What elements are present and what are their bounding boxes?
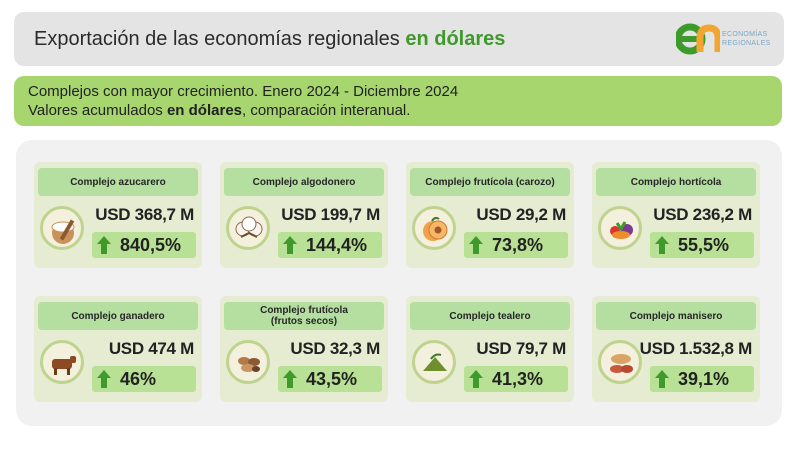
export-value: USD 79,7 M <box>476 339 566 358</box>
growth-box: 39,1% <box>650 366 754 392</box>
export-value: USD 368,7 M <box>95 205 194 224</box>
page-title: Exportación de las economías regionales … <box>34 28 505 51</box>
up-arrow-icon <box>655 370 669 388</box>
cards-panel: Complejo azucarero USD 368,7 M 840,5% Compl… <box>16 140 782 426</box>
complex-name: Complejo frutícola (frutos secos) <box>224 302 384 330</box>
growth-box: 73,8% <box>464 232 568 258</box>
growth-box: 144,4% <box>278 232 382 258</box>
cotton-icon <box>226 206 270 250</box>
export-value: USD 29,2 M <box>476 205 566 224</box>
export-value: USD 236,2 M <box>653 205 752 224</box>
growth-value: 39,1% <box>678 369 730 389</box>
export-value: USD 474 M <box>108 339 194 358</box>
growth-value: 41,3% <box>492 369 544 389</box>
complex-name: Complejo tealero <box>410 302 570 330</box>
peach-icon <box>412 206 456 250</box>
subtitle-bar: Complejos con mayor crecimiento. Enero 2… <box>14 76 782 126</box>
logo-mark-icon <box>674 23 722 55</box>
up-arrow-icon <box>283 236 297 254</box>
complex-name: Complejo manisero <box>596 302 756 330</box>
nuts-icon <box>226 340 270 384</box>
peanut-icon <box>598 340 642 384</box>
subtitle-text: , comparación interanual. <box>242 102 411 119</box>
subtitle-text: Valores acumulados <box>28 102 167 119</box>
header-bar: Exportación de las economías regionales … <box>14 12 784 66</box>
logo-line-2: REGIONALES <box>722 40 771 47</box>
complex-name: Complejo frutícola (carozo) <box>410 168 570 196</box>
tea-icon <box>412 340 456 384</box>
growth-value: 840,5% <box>120 235 182 255</box>
complex-name: Complejo azucarero <box>38 168 198 196</box>
logo-line-1: ECONOMÍAS <box>722 31 768 38</box>
export-value: USD 199,7 M <box>281 205 380 224</box>
title-text: Exportación de las economías regionales <box>34 28 406 50</box>
subtitle-line-1: Complejos con mayor crecimiento. Enero 2… <box>28 83 459 100</box>
complex-card: Complejo manisero USD 1.532,8 M 39,1% <box>592 296 760 402</box>
up-arrow-icon <box>655 236 669 254</box>
up-arrow-icon <box>469 236 483 254</box>
growth-value: 73,8% <box>492 235 544 255</box>
complex-card: Complejo frutícola (frutos secos) USD 32,3… <box>220 296 388 402</box>
growth-box: 55,5% <box>650 232 754 258</box>
up-arrow-icon <box>469 370 483 388</box>
growth-value: 144,4% <box>306 235 368 255</box>
title-accent: en dólares <box>405 28 506 50</box>
up-arrow-icon <box>97 236 111 254</box>
complex-card: Complejo hortícola USD 236,2 M 55,5% <box>592 162 760 268</box>
complex-card: Complejo algodonero USD 199,7 M 144,4% <box>220 162 388 268</box>
growth-value: 46% <box>120 369 157 389</box>
sugar-icon <box>40 206 84 250</box>
logo: ECONOMÍAS REGIONALES <box>674 20 771 58</box>
complex-card: Complejo ganadero USD 474 M 46% <box>34 296 202 402</box>
complex-card: Complejo tealero USD 79,7 M 41,3% <box>406 296 574 402</box>
up-arrow-icon <box>97 370 111 388</box>
growth-box: 43,5% <box>278 366 382 392</box>
growth-box: 41,3% <box>464 366 568 392</box>
up-arrow-icon <box>283 370 297 388</box>
cow-icon <box>40 340 84 384</box>
complex-name: Complejo algodonero <box>224 168 384 196</box>
vegetables-icon <box>598 206 642 250</box>
complex-name: Complejo hortícola <box>596 168 756 196</box>
growth-value: 55,5% <box>678 235 730 255</box>
growth-value: 43,5% <box>306 369 358 389</box>
complex-name: Complejo ganadero <box>38 302 198 330</box>
subtitle-line-2: Valores acumulados en dólares, comparaci… <box>28 102 410 119</box>
growth-box: 46% <box>92 366 196 392</box>
growth-box: 840,5% <box>92 232 196 258</box>
export-value: USD 32,3 M <box>290 339 380 358</box>
complex-card: Complejo frutícola (carozo) USD 29,2 M 73,… <box>406 162 574 268</box>
logo-text: ECONOMÍAS REGIONALES <box>722 30 771 48</box>
subtitle-bold: en dólares <box>166 102 242 119</box>
complex-card: Complejo azucarero USD 368,7 M 840,5% <box>34 162 202 268</box>
export-value: USD 1.532,8 M <box>639 339 753 358</box>
